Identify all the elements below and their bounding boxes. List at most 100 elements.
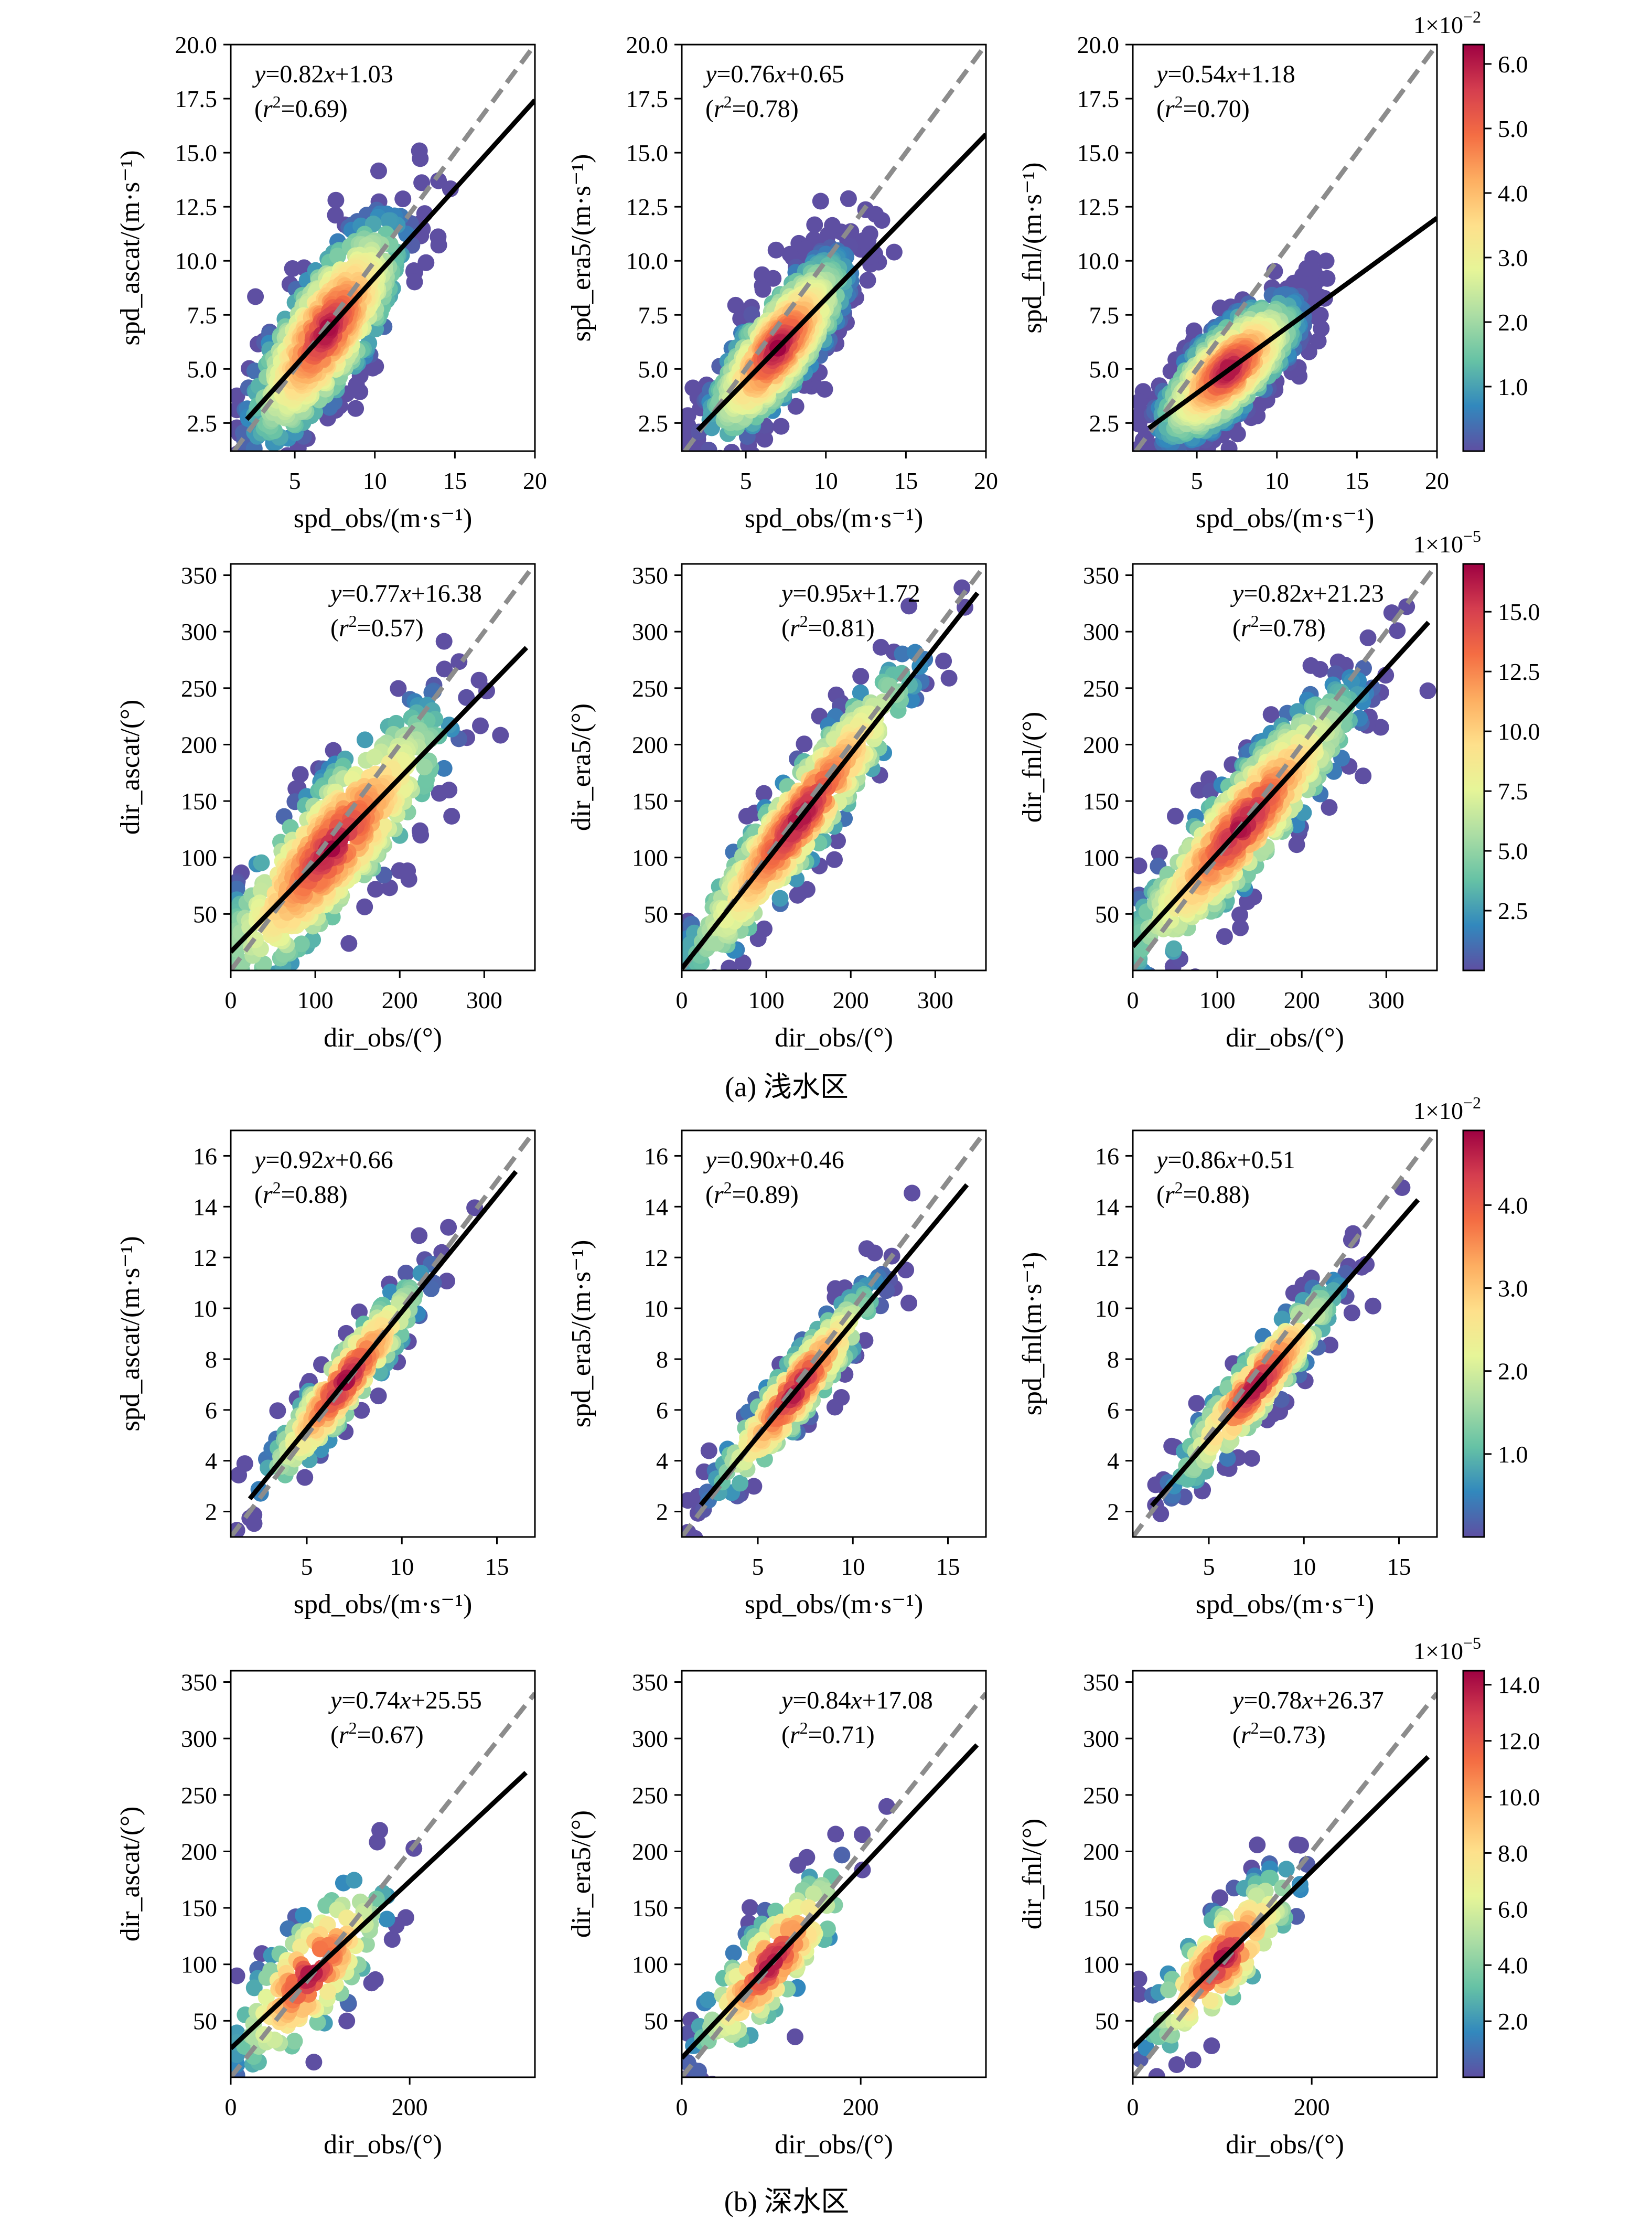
scatter-panel-b-spd-fnl: 5 10 15246810121416spd_obs/(m·s⁻¹)spd_fnl(… (1017, 1129, 1438, 1619)
scatter-point (1313, 320, 1330, 337)
eq-x-symbol: x (850, 580, 862, 607)
y-tick-label: 7.5 (1089, 302, 1120, 328)
y-tick-label: 100 (181, 845, 217, 871)
y-axis-label: spd_era5/(m·s⁻¹) (566, 154, 596, 342)
plot-frame (230, 1129, 536, 1538)
scatter-point (1134, 456, 1151, 473)
scatter-point (1231, 906, 1248, 924)
y-tick-label: 20.0 (1077, 31, 1120, 58)
scatter-point (1365, 1297, 1381, 1315)
scatter-point (682, 460, 699, 476)
r2-exponent: 2 (724, 1178, 732, 1197)
y-tick-label: 6 (1107, 1397, 1119, 1424)
scatter-point (398, 1264, 415, 1282)
scatter-point (686, 1530, 703, 1537)
scatter-point (855, 232, 872, 249)
scatter-point (400, 871, 417, 888)
scatter-point (940, 669, 958, 687)
y-tick-label: 2 (1107, 1499, 1119, 1525)
r2-symbol: r (790, 614, 800, 642)
r2-value: =0.57) (357, 614, 424, 642)
scatter-point (286, 2033, 303, 2050)
scatter-point (935, 653, 952, 670)
y-tick-label: 17.5 (1077, 86, 1120, 112)
y-tick-label: 100 (181, 1951, 217, 1978)
r2-exponent: 2 (1175, 92, 1183, 111)
x-tick-label: 5 (301, 1553, 313, 1580)
r2-open: ( (1232, 614, 1241, 642)
identity-line (232, 45, 535, 451)
y-tick-label: 150 (1083, 788, 1119, 815)
scatter-point (413, 174, 431, 191)
eq-slope: =0.77 (341, 580, 400, 607)
scatter-point (700, 442, 717, 451)
scatter-point (723, 444, 741, 451)
scatter-point (866, 1244, 883, 1262)
scatter-point (269, 1402, 286, 1419)
scatter-point (750, 456, 767, 473)
scatter-point (347, 400, 364, 417)
r2-exponent: 2 (1251, 612, 1259, 631)
x-axis-label: dir_obs/(°) (775, 1023, 893, 1053)
scatter-point (229, 453, 245, 469)
scatter-point (1188, 1395, 1205, 1412)
eq-slope: =0.82 (1243, 580, 1302, 607)
scatter-point (904, 1184, 921, 1202)
identity-line (1133, 564, 1437, 970)
scatter-point (826, 851, 843, 868)
eq-intercept: +0.46 (786, 1146, 844, 1174)
scatter-point (292, 1938, 309, 1956)
scatter-point (1229, 425, 1246, 443)
scatter-point (394, 190, 412, 208)
x-tick-label: 5 (1191, 467, 1203, 494)
plot-frame (1132, 563, 1438, 971)
scatter-point (366, 749, 383, 766)
y-tick-label: 10 (193, 1295, 217, 1322)
y-tick-label: 200 (181, 1838, 217, 1865)
identity-line (683, 45, 986, 451)
y-tick-label: 14 (1095, 1193, 1119, 1220)
scatter-panel-a-dir-era5: 0 100 200 30050100150200250300350dir_obs/(°… (566, 562, 987, 1053)
scatter-point (380, 212, 398, 229)
y-tick-label: 5.0 (638, 356, 669, 382)
x-tick-label: 10 (841, 1553, 865, 1580)
scatter-point (233, 485, 250, 502)
x-tick-label: 300 (466, 987, 502, 1013)
scatter-point (230, 971, 247, 988)
scatter-point (249, 988, 265, 1005)
y-tick-label: 10 (1095, 1295, 1119, 1322)
eq-slope: =0.92 (265, 1146, 324, 1174)
scatter-point (253, 854, 270, 871)
y-axis-label: dir_fnl/(°) (1017, 712, 1047, 823)
y-tick-label: 12.5 (175, 194, 218, 220)
r2-symbol: r (714, 1181, 724, 1209)
y-tick-label: 300 (1083, 618, 1119, 645)
r2-value: =0.88) (1183, 1181, 1250, 1209)
y-tick-label: 150 (181, 1895, 217, 1921)
scatter-point (263, 978, 280, 995)
scatter-point (356, 898, 373, 915)
scatter-point (680, 451, 696, 467)
regression-equation: y=0.77x+16.38 (328, 580, 482, 607)
x-tick-label: 10 (814, 467, 838, 494)
y-axis-label: dir_era5/(°) (566, 703, 596, 831)
scatter-point (712, 455, 728, 472)
scatter-point (309, 2014, 326, 2031)
y-tick-label: 20.0 (175, 31, 218, 58)
r2-exponent: 2 (273, 1178, 281, 1197)
y-tick-label: 2 (656, 1499, 668, 1525)
scatter-point (238, 454, 255, 471)
x-tick-label: 100 (297, 987, 334, 1013)
scatter-point (340, 935, 358, 952)
scatter-point (258, 1989, 275, 2006)
scatter-point (370, 1387, 387, 1405)
eq-x-symbol: x (323, 60, 335, 88)
y-tick-label: 350 (181, 562, 217, 589)
plot-frame (230, 563, 536, 971)
scatter-point (856, 1332, 874, 1349)
r2-symbol: r (1165, 1181, 1175, 1209)
scatter-point (417, 254, 435, 271)
y-tick-label: 2.5 (1089, 410, 1120, 436)
y-tick-label: 12 (193, 1244, 217, 1271)
scatter-point (829, 832, 846, 849)
